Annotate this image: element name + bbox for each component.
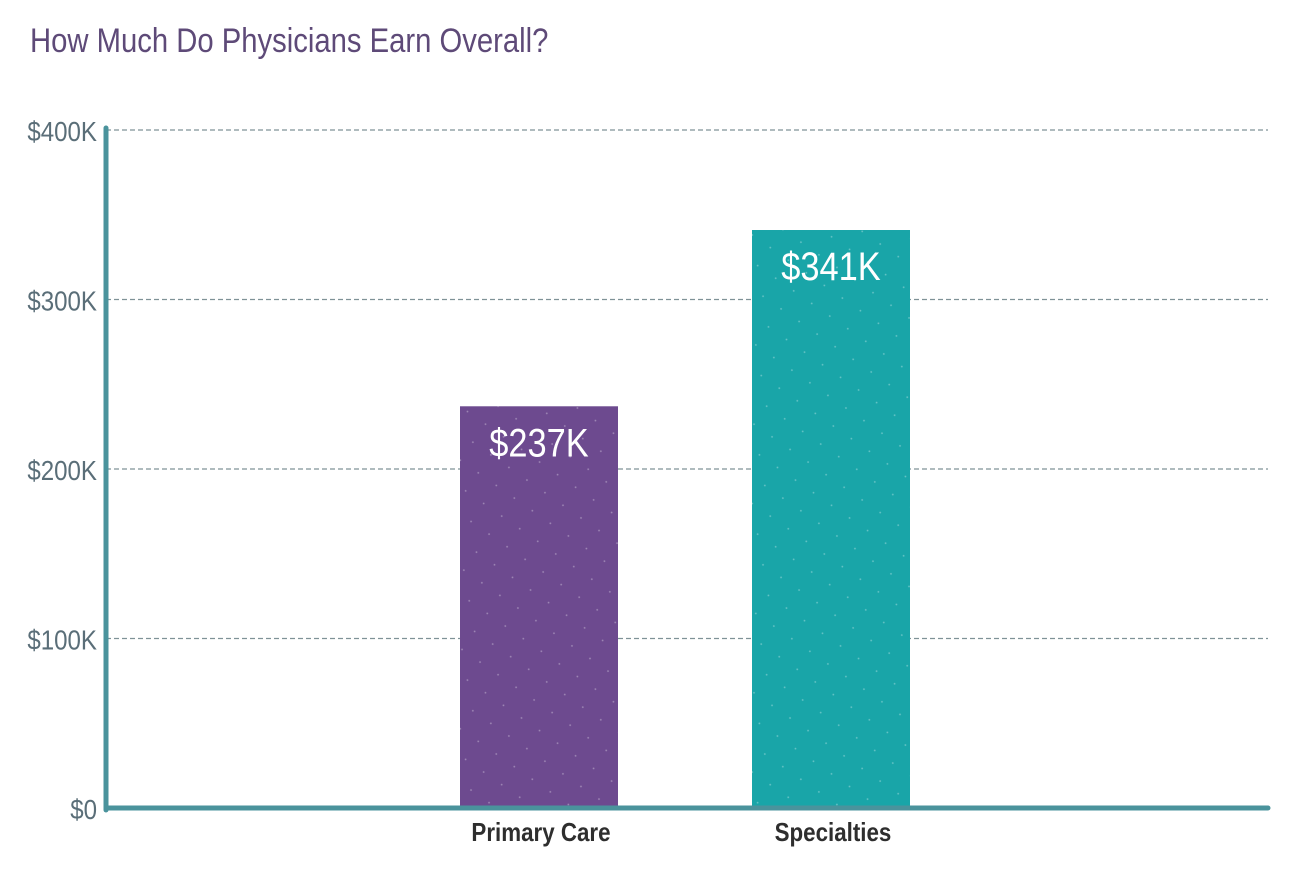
- bar-texture: [460, 406, 618, 808]
- x-tick-label: Specialties: [775, 818, 892, 847]
- y-tick-label: $0: [70, 793, 97, 825]
- y-tick-label: $300K: [27, 285, 97, 317]
- y-tick-label: $200K: [27, 454, 97, 486]
- bar-texture: [752, 230, 910, 808]
- y-tick-label: $100K: [27, 624, 97, 656]
- data-label: $341K: [781, 244, 881, 289]
- x-tick-label: Primary Care: [471, 818, 610, 847]
- chart-title: How Much Do Physicians Earn Overall?: [30, 22, 549, 60]
- y-tick-label: $400K: [27, 115, 97, 147]
- data-label: $237K: [489, 420, 589, 465]
